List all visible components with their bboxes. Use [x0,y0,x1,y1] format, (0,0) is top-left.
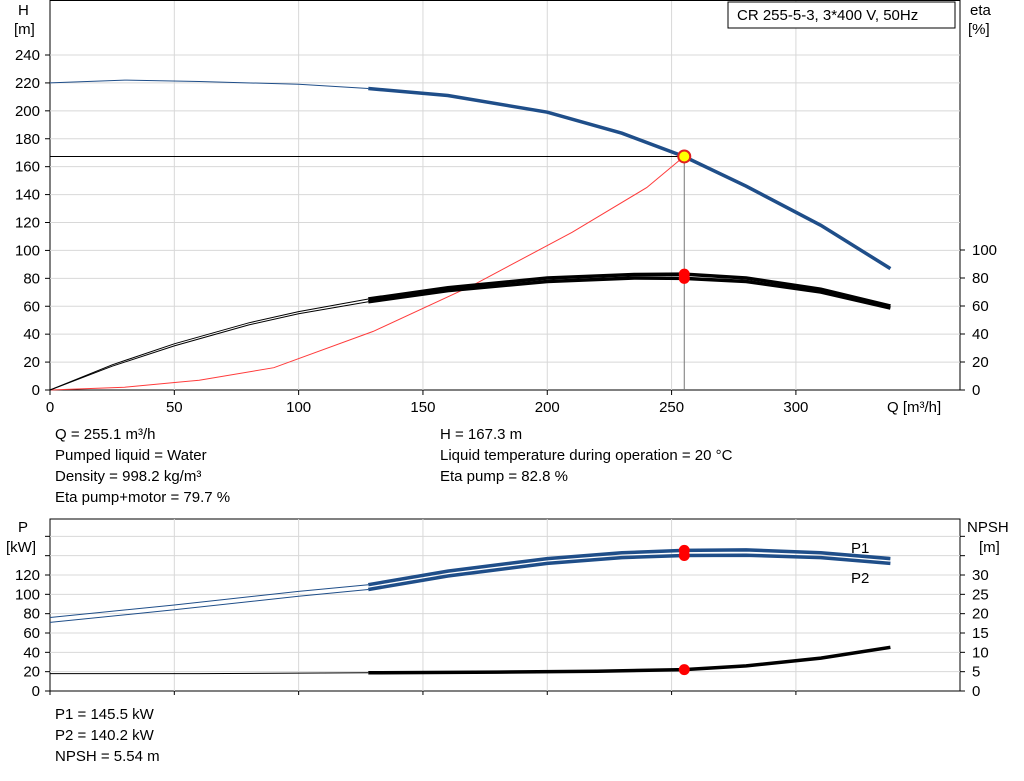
x-tick-label: 0 [46,399,54,416]
legend-box [727,1,956,29]
y-tick-label: 60 [23,298,40,315]
top-plot-frame [49,0,961,391]
npsh-marker [678,664,690,676]
npsh-tick-label: 15 [972,625,989,642]
y-tick-label: 220 [15,75,40,92]
density-value: Density = 998.2 kg/m³ [55,468,202,485]
duty-point-marker [677,149,692,164]
y2-tick-label: 40 [972,326,989,343]
npsh-tick-label: 30 [972,567,989,584]
p1-value: P1 = 145.5 kW [55,706,154,723]
y-tick-label: 120 [15,215,40,232]
p-axis-label: P [18,519,28,536]
y-tick-label: 240 [15,47,40,64]
npsh-tick-label: 20 [972,606,989,623]
x-axis-label: Q [m³/h] [887,399,941,416]
p-tick-label: 80 [23,606,40,623]
y2-tick-label: 100 [972,242,997,259]
y2-tick-label: 60 [972,298,989,315]
y-tick-label: 180 [15,131,40,148]
p-tick-label: 20 [23,664,40,681]
eta-pump-value: Eta pump = 82.8 % [440,468,568,485]
eta_total-curve [368,276,891,310]
npsh-curve-extended [50,672,369,675]
p-tick-label: 60 [23,625,40,642]
eta_pump-curve-extended [49,298,369,391]
y-tick-label: 140 [15,187,40,204]
bottom-plot-frame [49,518,961,692]
x-tick-label: 150 [410,399,435,416]
npsh-tick-label: 10 [972,644,989,661]
power-marker-1 [678,549,690,561]
x-tick-label: 300 [783,399,808,416]
y2-axis-label: eta [970,2,992,19]
x-tick-label: 50 [166,399,183,416]
y-tick-label: 160 [15,159,40,176]
p-axis-unit: [kW] [6,539,36,556]
flow-value: Q = 255.1 m³/h [55,426,156,443]
p1-series-label: P1 [851,540,869,557]
p-tick-label: 120 [15,567,40,584]
eta-marker-1 [678,272,690,284]
x-tick-label: 200 [535,399,560,416]
npsh-axis-label: NPSH [967,519,1009,536]
p2-curve [368,553,891,592]
x-tick-label: 100 [286,399,311,416]
x-tick-label: 250 [659,399,684,416]
p2-series-label: P2 [851,570,869,587]
npsh-axis-unit: [m] [979,539,1000,556]
y-tick-label: 200 [15,103,40,120]
p-tick-label: 100 [15,586,40,603]
p-tick-label: 0 [32,683,40,700]
p1-curve [368,548,891,587]
head-curve [368,86,892,271]
duty-info-right: H = 167.3 m Liquid temperature during op… [440,424,732,487]
head-curve-extended [49,79,369,89]
p1-curve-extended [49,584,369,618]
y-tick-label: 20 [23,354,40,371]
npsh-tick-label: 25 [972,586,989,603]
y2-axis-unit: [%] [968,21,990,38]
y-axis-label: H [18,2,29,19]
pumped-liquid-value: Pumped liquid = Water [55,447,207,464]
system-curve [49,156,685,391]
eta_pump-curve [368,272,891,308]
power-info: P1 = 145.5 kW P2 = 140.2 kW NPSH = 5.54 … [55,704,160,767]
y-axis-unit: [m] [14,21,35,38]
head-value: H = 167.3 m [440,426,523,443]
y-tick-label: 80 [23,270,40,287]
y2-tick-label: 20 [972,354,989,371]
y-tick-label: 0 [32,382,40,399]
eta-pump-motor-value: Eta pump+motor = 79.7 % [55,489,231,506]
npsh-value: NPSH = 5.54 m [55,748,160,765]
p-tick-label: 40 [23,644,40,661]
p2-value: P2 = 140.2 kW [55,727,154,744]
y2-tick-label: 0 [972,382,980,399]
p2-curve-extended [49,589,369,623]
npsh-tick-label: 0 [972,683,980,700]
y2-tick-label: 80 [972,270,989,287]
y-tick-label: 40 [23,326,40,343]
duty-info-left: Q = 255.1 m³/h Pumped liquid = Water Den… [55,424,230,508]
liquid-temperature-value: Liquid temperature during operation = 20… [440,447,733,464]
npsh-tick-label: 5 [972,664,980,681]
eta_total-curve-extended [49,301,369,391]
legend-box-text: CR 255-5-3, 3*400 V, 50Hz [737,7,918,24]
y-tick-label: 100 [15,242,40,259]
